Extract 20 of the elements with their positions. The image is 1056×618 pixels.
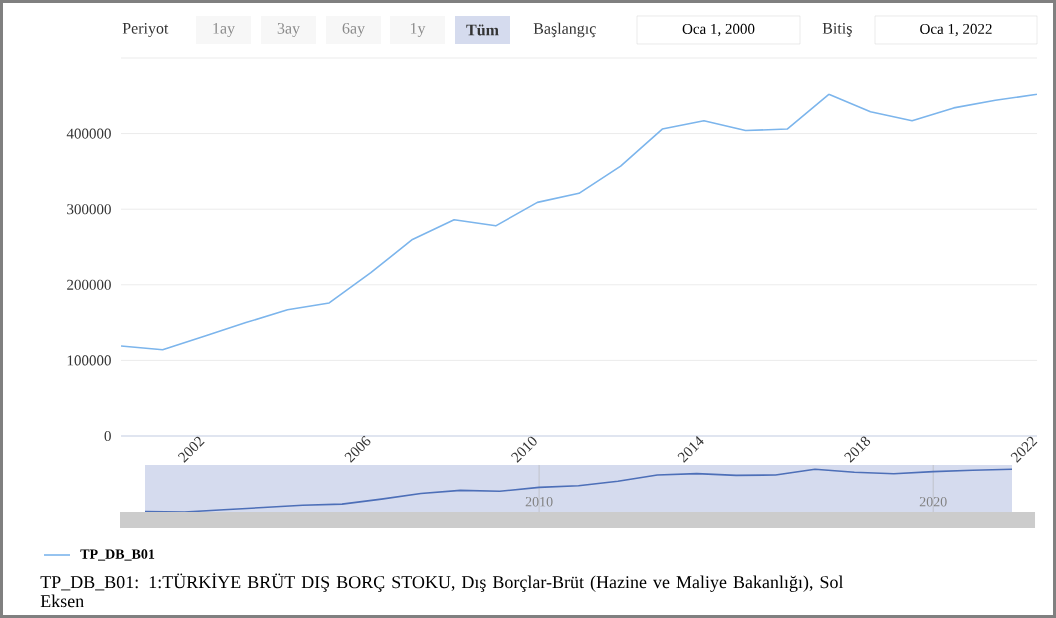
y-tick-label: 200000 (67, 279, 111, 290)
x-tick-label: 2010 (525, 497, 553, 507)
x-tick-label: 2020 (919, 497, 947, 507)
y-tick-label: 400000 (66, 128, 111, 139)
text: Bitiş (822, 23, 852, 37)
text: Oca 1, 2000 (682, 23, 755, 37)
text: Periyot (122, 22, 169, 38)
y-tick-label: 300000 (67, 204, 111, 215)
text: Tüm (466, 24, 499, 36)
legend-label: TP_DB_B01 (80, 549, 155, 561)
text: 1ay (213, 22, 235, 37)
y-tick-label: 100000 (67, 355, 111, 366)
text: Oca 1, 2022 (920, 23, 992, 37)
line-series (121, 93, 1038, 351)
text: TP_DB_B01: 1:TÜRKİYE BRÜT DIŞ BORÇ STOKU, Dış Borçlar-Brüt (Hazine ve Maliye Bakanlığı), Sol Eksen (40, 573, 844, 608)
text: Başlangıç (533, 22, 596, 38)
text: 6ay (342, 22, 365, 38)
text: 3ay (277, 22, 300, 38)
text: 1y (410, 22, 426, 37)
y-tick-label: 0 (104, 430, 111, 442)
